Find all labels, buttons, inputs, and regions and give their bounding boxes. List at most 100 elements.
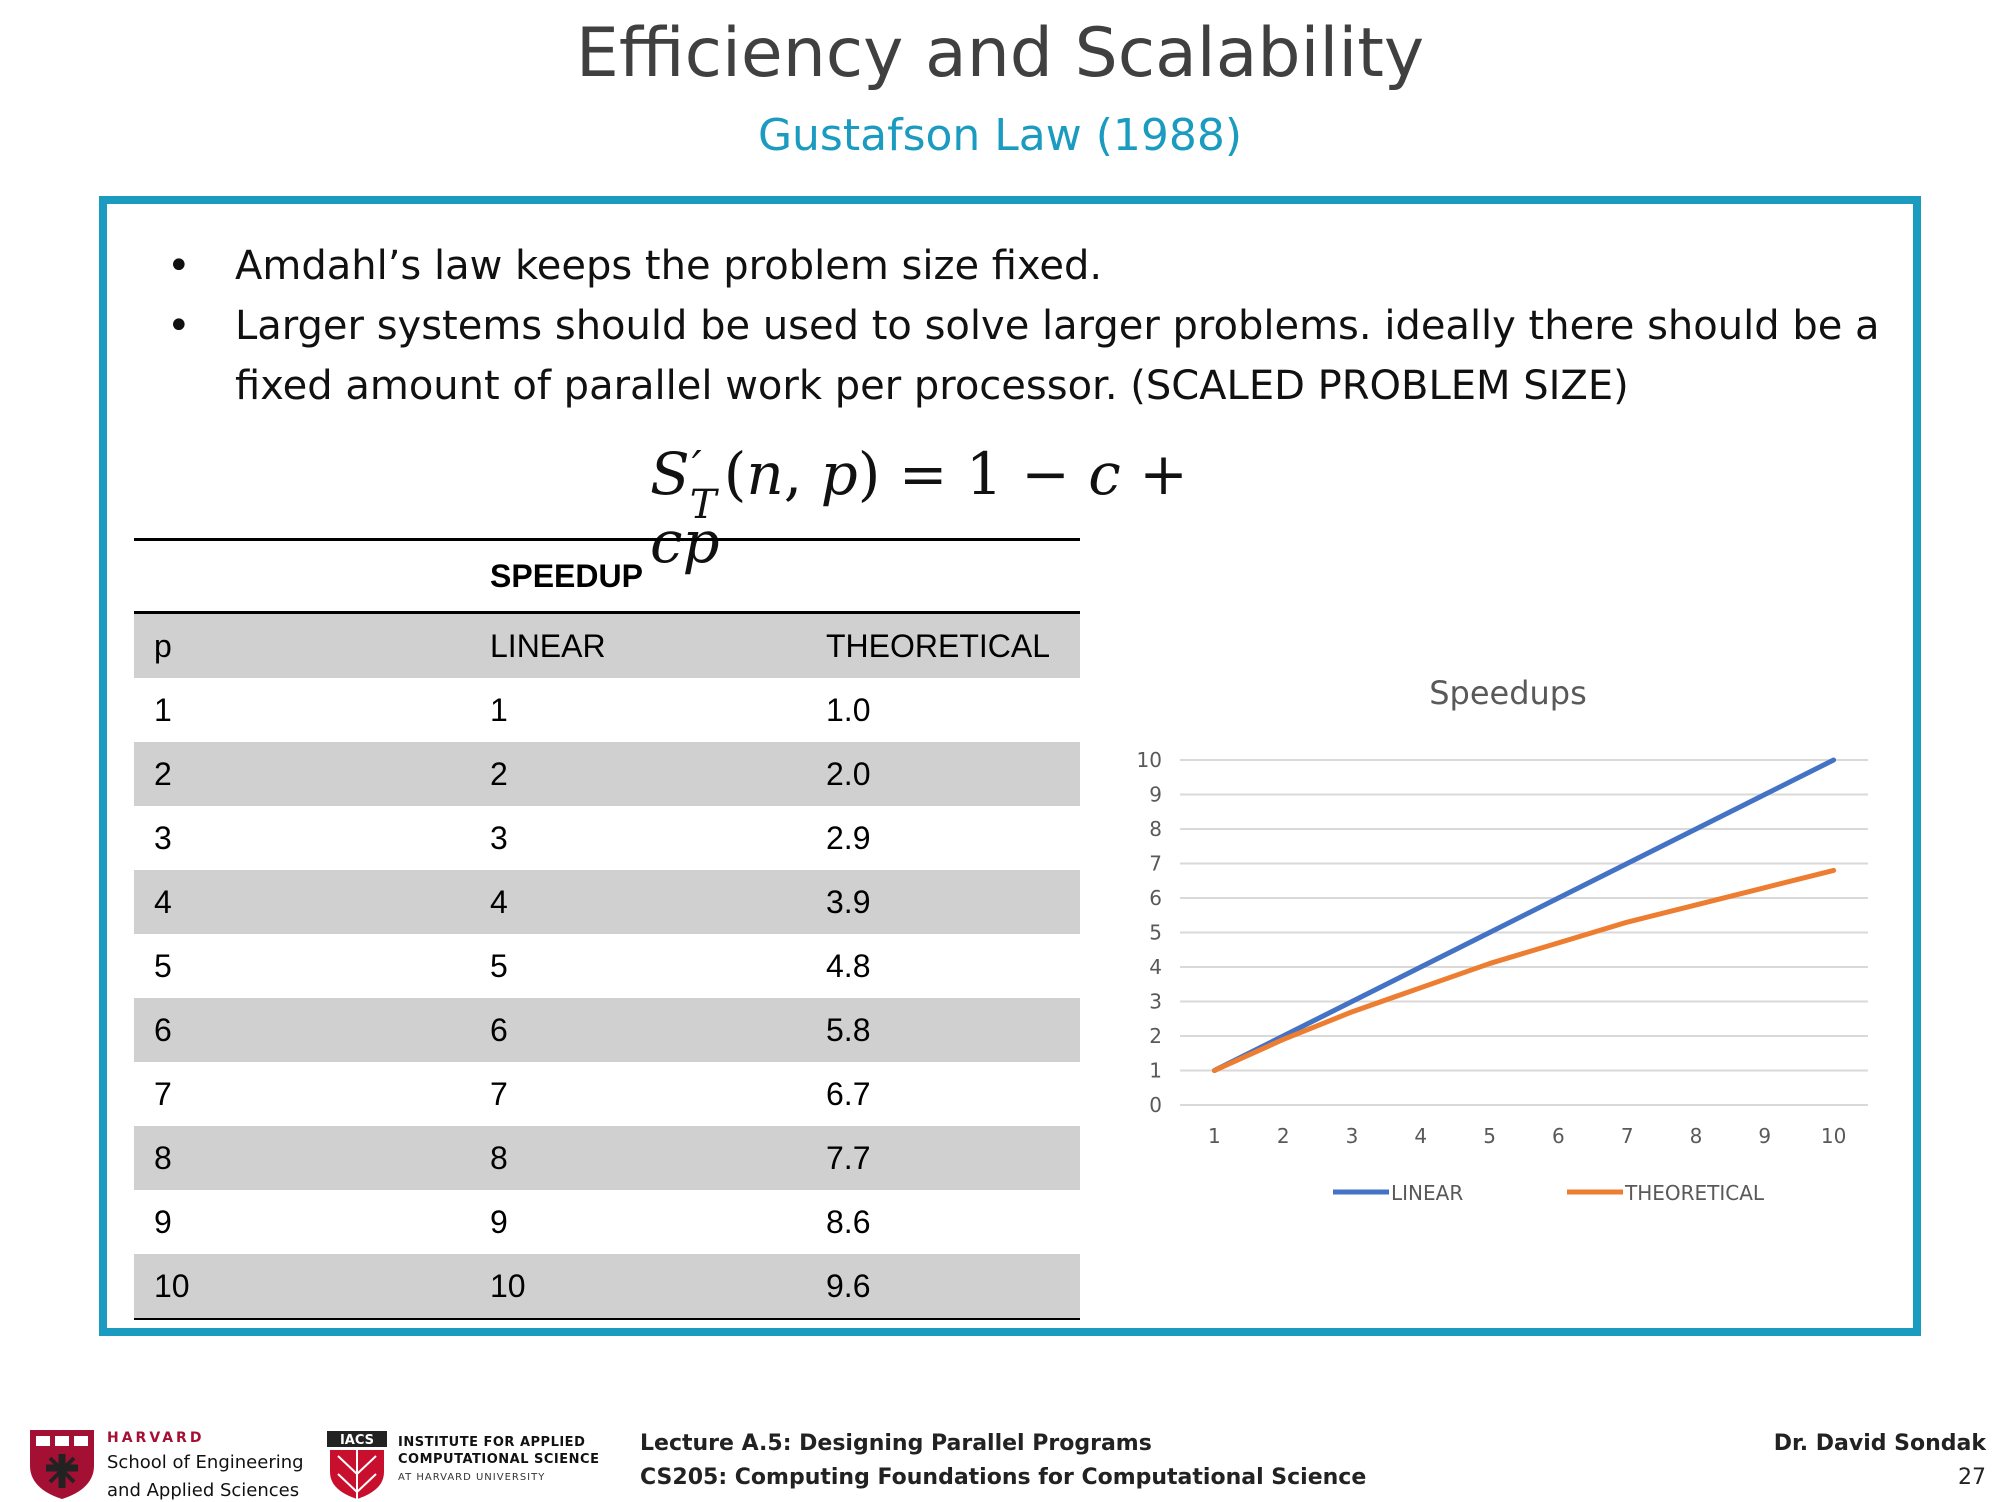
table-cell: 9 — [154, 1203, 172, 1240]
chart-series-line-theoretical — [1211, 867, 1837, 1073]
table-cell: 3.9 — [806, 870, 1080, 934]
speedup-table: SPEEDUP p LINEAR THEORETICAL 1 1 1.0 2 2 2.0… — [134, 538, 1080, 1320]
iacs-line-3: AT HARVARD UNIVERSITY — [398, 1472, 546, 1483]
table-cell: 8 — [134, 1126, 470, 1190]
chart-y-tick-label: 10 — [1137, 748, 1162, 772]
chart-y-tick-label: 9 — [1149, 783, 1162, 807]
table-cell: 2 — [470, 742, 806, 806]
bullet-dot: • — [167, 243, 191, 289]
table-cell: 5 — [490, 947, 508, 984]
bullet-dot: • — [167, 303, 191, 349]
bullet-text: Amdahl’s law keeps the problem size fixe… — [235, 243, 1103, 289]
table-row: 8 8 7.7 — [134, 1126, 1080, 1190]
table-cell: 10 — [134, 1254, 470, 1320]
chart-x-tick-label: 4 — [1414, 1124, 1427, 1148]
table-header-theoretical: THEORETICAL — [806, 611, 1080, 678]
table-row: 10 10 9.6 — [134, 1254, 1080, 1320]
author-name: Dr. David Sondak — [1773, 1431, 1986, 1456]
table-row: 3 3 2.9 — [134, 806, 1080, 870]
chart-x-tick-label: 2 — [1277, 1124, 1290, 1148]
iacs-wordmark: INSTITUTE FOR APPLIED COMPUTATIONAL SCIE… — [398, 1434, 599, 1483]
chart-y-tick-labels: 0 1 2 3 4 5 6 7 8 9 10 — [1137, 748, 1162, 1117]
chart-y-tick-label: 4 — [1149, 955, 1162, 979]
table-cell: 3 — [154, 819, 172, 856]
chart-x-tick-label: 1 — [1208, 1124, 1221, 1148]
formula-equals: = — [898, 440, 948, 508]
formula-c: c — [1088, 440, 1121, 508]
table-cell: 3 — [490, 819, 508, 856]
table-row: 6 6 5.8 — [134, 998, 1080, 1062]
author-info: Dr. David Sondak 27 — [1774, 1427, 1986, 1495]
table-cell: 9.6 — [806, 1254, 1080, 1320]
legend-label: THEORETICAL — [1624, 1181, 1765, 1205]
table-cell: 6 — [470, 998, 806, 1062]
table-cell: 7 — [490, 1075, 508, 1112]
chart-y-tick-label: 6 — [1149, 886, 1162, 910]
page-number: 27 — [1958, 1465, 1986, 1490]
table-cell: 7.7 — [806, 1126, 1080, 1190]
speedups-line-chart: Speedups 0 1 2 3 4 5 6 7 8 9 10 1 2 3 4 5 6 7 8 9 10 LINEAR… — [1137, 674, 1868, 1205]
table-column-header-row: p LINEAR THEORETICAL — [134, 611, 1080, 678]
course-title: CS205: Computing Foundations for Computa… — [640, 1465, 1367, 1490]
table-group-header: SPEEDUP — [470, 538, 806, 613]
chart-x-tick-label: 6 — [1552, 1124, 1565, 1148]
formula-one: 1 — [965, 440, 1003, 508]
table-cell: 8.6 — [826, 1203, 871, 1240]
gustafson-formula: S ′ T (n, p) = 1 − c + cp — [650, 440, 1270, 576]
formula-lhs-base: S — [650, 440, 690, 508]
table-cell: 2.0 — [806, 742, 1080, 806]
chart-y-tick-label: 5 — [1149, 921, 1162, 945]
chart-y-tick-label: 2 — [1149, 1024, 1162, 1048]
formula-minus: − — [1021, 440, 1070, 508]
formula-plus: + — [1139, 440, 1188, 508]
iacs-line-1: INSTITUTE FOR APPLIED — [398, 1435, 586, 1450]
bullet-item: • Larger systems should be used to solve … — [165, 296, 1885, 416]
table-cell: 2 — [134, 742, 470, 806]
table-cell: 7 — [154, 1075, 172, 1112]
chart-x-tick-label: 7 — [1621, 1124, 1634, 1148]
chart-x-tick-label: 10 — [1821, 1124, 1846, 1148]
table-row: 2 2 2.0 — [134, 742, 1080, 806]
table-cell: 1 — [490, 691, 508, 728]
chart-y-tick-label: 0 — [1149, 1093, 1162, 1117]
chart-y-tick-label: 8 — [1149, 817, 1162, 841]
chart-y-tick-label: 1 — [1149, 1059, 1162, 1083]
table-cell: 2.9 — [826, 819, 871, 856]
harvard-label: HARVARD — [107, 1430, 205, 1446]
lecture-title: Lecture A.5: Designing Parallel Programs — [640, 1431, 1152, 1456]
table-cell: 6.7 — [826, 1075, 871, 1112]
chart-legend: LINEAR THEORETICAL — [1333, 1181, 1765, 1205]
seas-line-1: School of Engineering — [107, 1452, 304, 1473]
bullet-list: • Amdahl’s law keeps the problem size fix… — [165, 236, 1885, 416]
table-cell: 5.8 — [806, 998, 1080, 1062]
chart-title: Speedups — [1429, 674, 1587, 712]
seas-line-2: and Applied Sciences — [107, 1480, 300, 1501]
formula-lhs-sub: T — [689, 482, 717, 528]
table-cell: 4 — [134, 870, 470, 934]
table-row: 5 5 4.8 — [134, 934, 1080, 998]
table-cell: 1 — [154, 691, 172, 728]
chart-x-tick-label: 8 — [1690, 1124, 1703, 1148]
table-cell: 4 — [470, 870, 806, 934]
legend-label: LINEAR — [1391, 1181, 1463, 1205]
iacs-logo-icon: IACS — [327, 1431, 387, 1499]
slide-title: Efficiency and Scalability — [575, 14, 1425, 93]
table-cell: 4.8 — [826, 947, 871, 984]
chart-series-lines — [1211, 757, 1837, 1073]
iacs-badge-text: IACS — [340, 1433, 374, 1448]
table-group-header-row: SPEEDUP — [134, 538, 1080, 613]
table-row: 7 7 6.7 — [134, 1062, 1080, 1126]
chart-y-tick-label: 3 — [1149, 990, 1162, 1014]
chart-x-tick-label: 3 — [1346, 1124, 1359, 1148]
table-row: 1 1 1.0 — [134, 678, 1080, 742]
table-cell: 10 — [470, 1254, 806, 1320]
slide-subtitle: Gustafson Law (1988) — [757, 110, 1243, 161]
formula-lhs-prime: ′ — [691, 442, 702, 493]
table-header-linear: LINEAR — [470, 611, 806, 678]
table-cell: 6 — [134, 998, 470, 1062]
content-frame — [99, 196, 1921, 1336]
chart-y-tick-label: 7 — [1149, 852, 1162, 876]
table-row: 9 9 8.6 — [134, 1190, 1080, 1254]
bullet-item: • Amdahl’s law keeps the problem size fix… — [165, 236, 1885, 296]
table-header-p: p — [134, 611, 470, 678]
